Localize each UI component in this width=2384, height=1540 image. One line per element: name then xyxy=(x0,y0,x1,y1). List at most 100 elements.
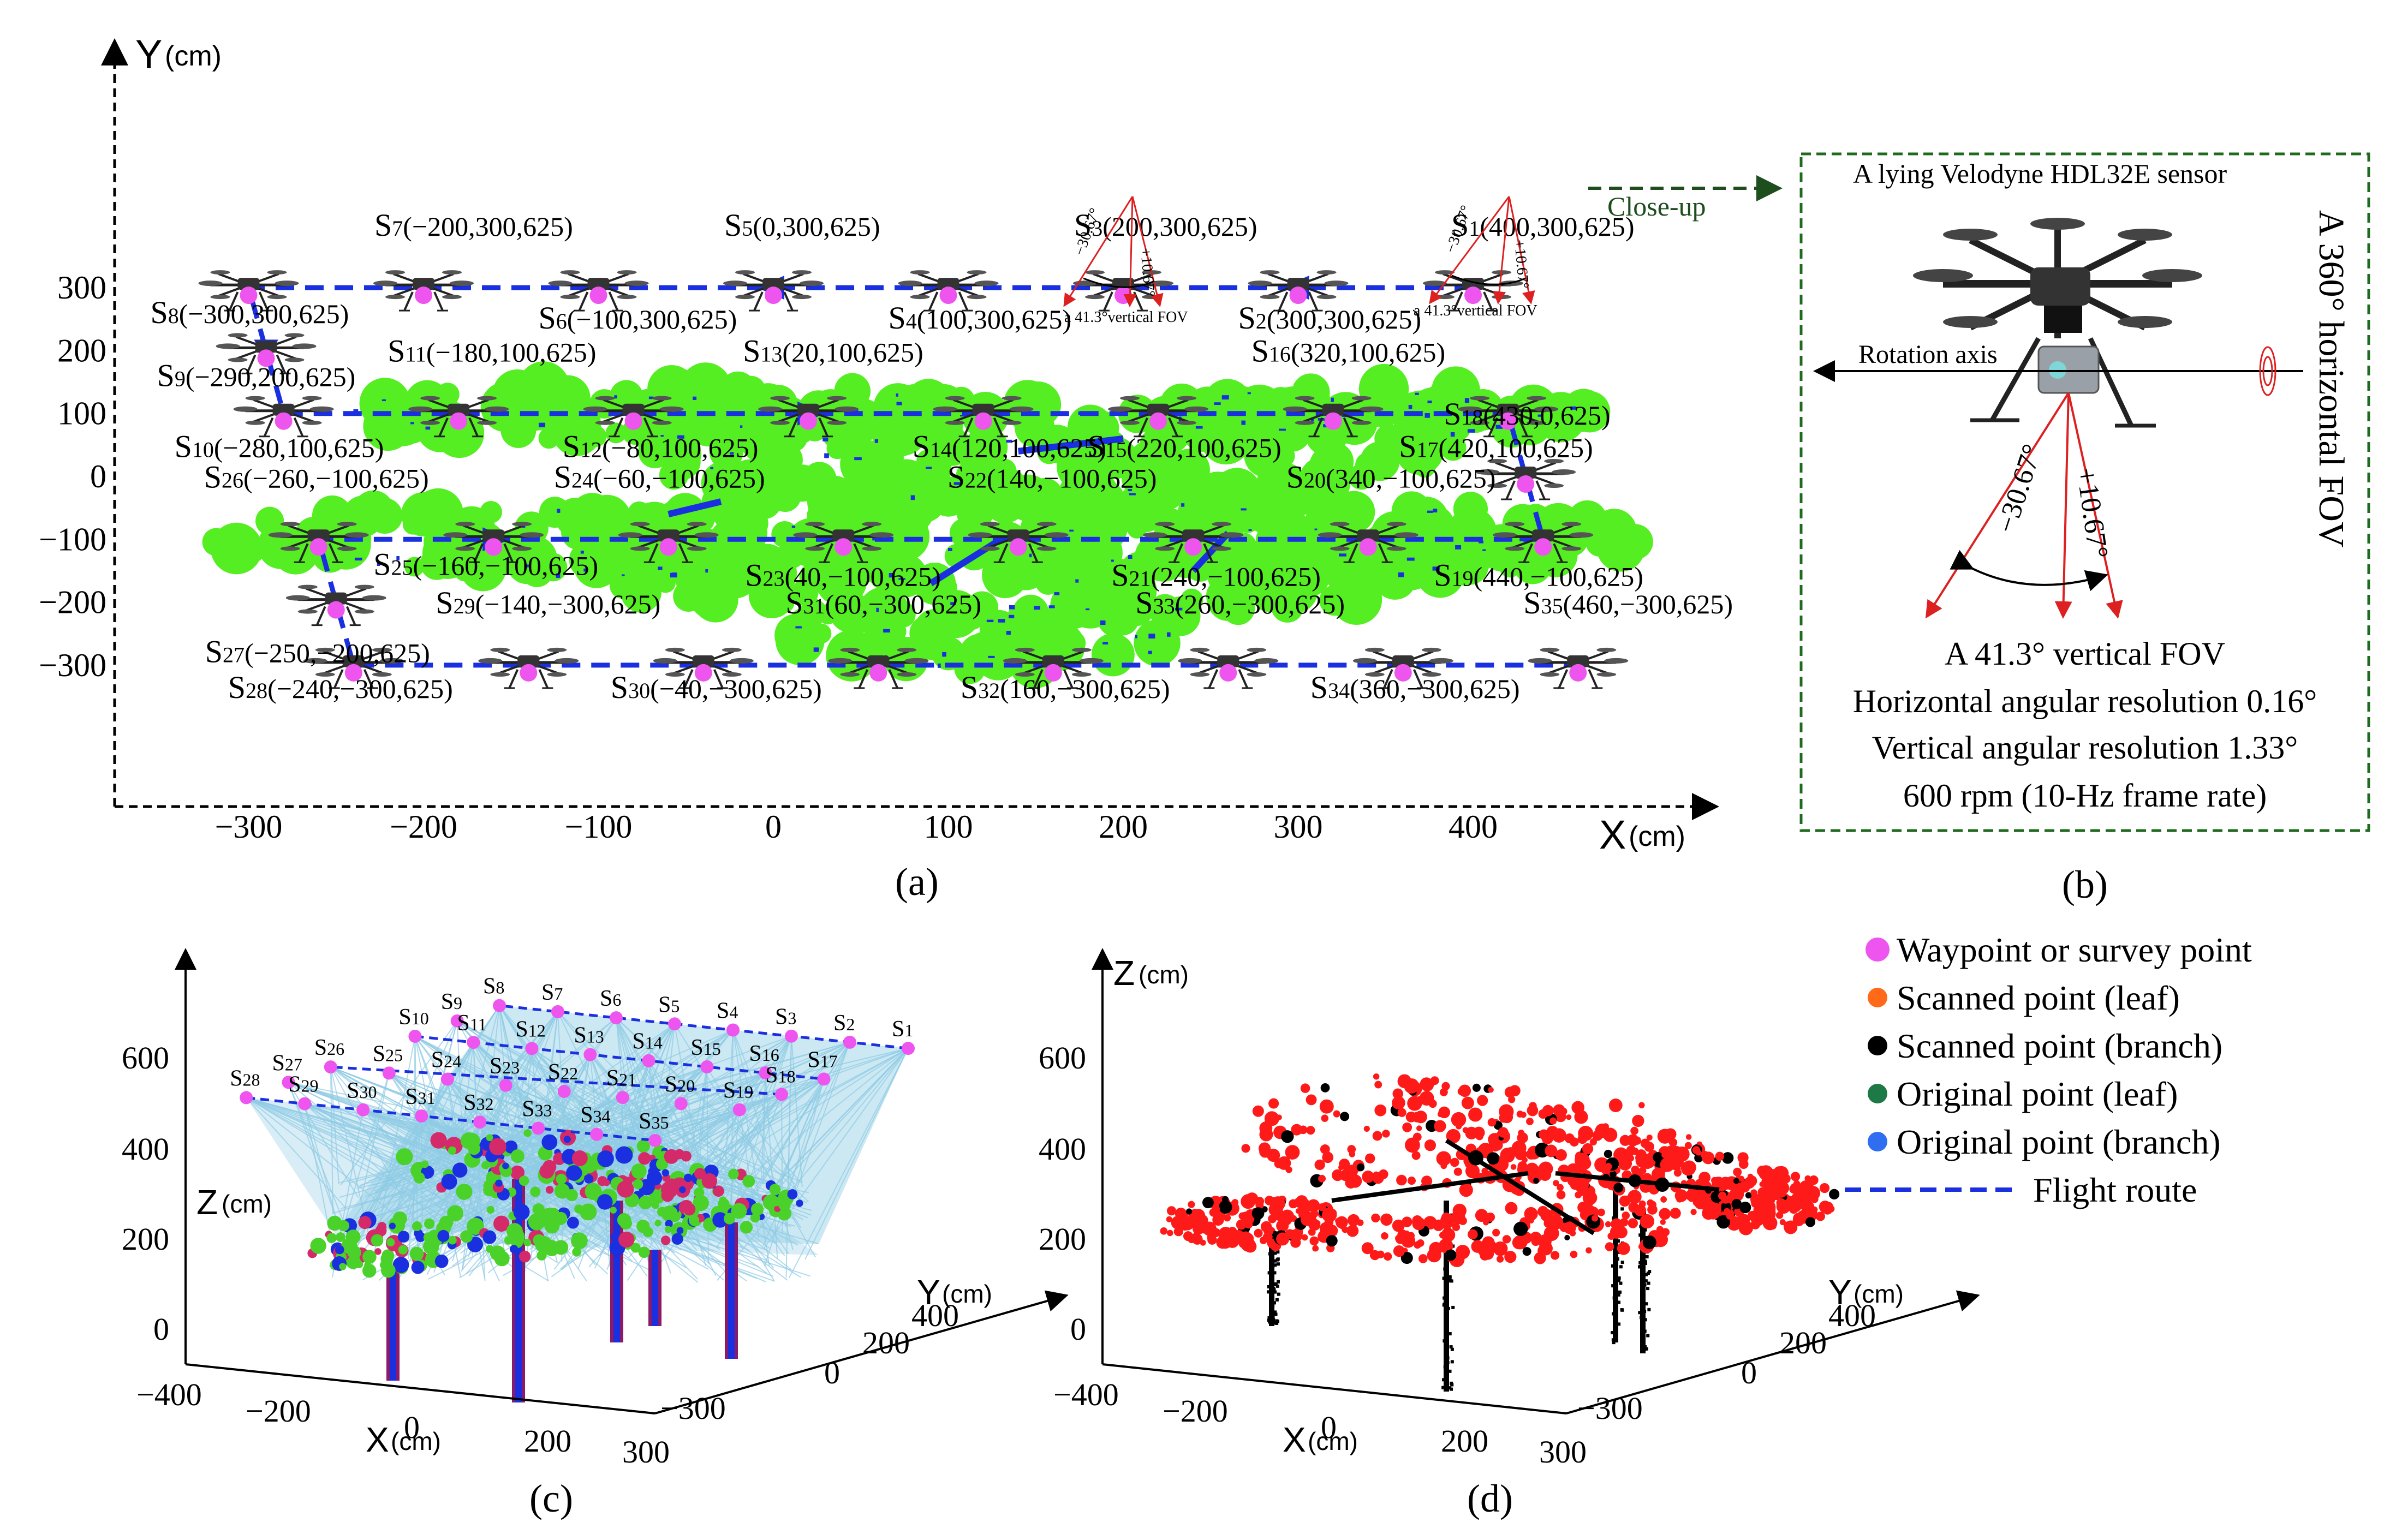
legend: Waypoint or survey point Scanned point (l… xyxy=(1845,930,2252,1209)
tree-point-cloud-c xyxy=(307,1129,803,1402)
y-tick-labels: 300 200 100 0 −100 −200 −300 xyxy=(39,270,106,683)
y-tick: −200 xyxy=(39,584,106,620)
waypoint-label: S32 xyxy=(463,1090,493,1115)
z-tick: 600 xyxy=(122,1040,169,1076)
label-s13: S13(20,100,625) xyxy=(743,333,923,369)
waypoint-s29 xyxy=(298,1097,312,1111)
y-tick: 200 xyxy=(1779,1325,1827,1360)
label-s30: S30(−40,−300,625) xyxy=(611,670,822,705)
label-s3: S3(200,300,625) xyxy=(1074,207,1257,243)
label-s22: S22(140,−100,625) xyxy=(947,459,1157,494)
label-s21: S21(240,−100,625) xyxy=(1111,557,1321,593)
waypoint-s9 xyxy=(450,1014,464,1028)
waypoint-s22 xyxy=(557,1084,571,1098)
x-label-d: X xyxy=(1283,1420,1306,1459)
drone-s27 xyxy=(286,585,386,625)
label-s26: S26(−260,−100,625) xyxy=(204,459,429,494)
z-tick: 400 xyxy=(122,1131,169,1167)
label-s32: S32(160,−300,625) xyxy=(961,670,1170,705)
waypoint-label: S30 xyxy=(347,1078,377,1103)
z-label-c: Z xyxy=(196,1183,218,1222)
waypoint-label: S14 xyxy=(632,1029,662,1054)
waypoint-s30 xyxy=(356,1103,370,1117)
x-tick: 300 xyxy=(1539,1434,1587,1470)
waypoint-label: S8 xyxy=(483,974,504,999)
y-tick: 300 xyxy=(57,270,106,306)
waypoint-s35 xyxy=(648,1133,662,1147)
waypoint-s26 xyxy=(324,1060,337,1074)
drone-s7 xyxy=(373,270,474,311)
waypoint-s7 xyxy=(551,1005,564,1018)
label-s18: S18(430,0,625) xyxy=(1444,396,1611,432)
z-tick: 0 xyxy=(1070,1311,1086,1347)
legend-swatch xyxy=(1868,988,1887,1007)
label-s12: S12(−80,100,625) xyxy=(563,429,759,464)
label-s28: S28(−240,−300,625) xyxy=(228,670,453,705)
legend-swatch xyxy=(1868,1036,1887,1055)
legend-label: Original point (branch) xyxy=(1897,1123,2221,1161)
waypoint-label: S5 xyxy=(658,992,680,1017)
waypoint-label: S10 xyxy=(398,1005,428,1030)
waypoint-s14 xyxy=(642,1054,655,1067)
legend-item: Waypoint or survey point xyxy=(1866,930,2252,969)
waypoint-label: S31 xyxy=(405,1084,435,1109)
caption-d: (d) xyxy=(1467,1477,1513,1520)
y-label-d: Y xyxy=(1828,1273,1852,1312)
v-resolution: Vertical angular resolution 1.33° xyxy=(1872,730,2298,766)
waypoint-s10 xyxy=(408,1029,422,1043)
waypoint-s25 xyxy=(382,1066,396,1080)
caption-c: (c) xyxy=(529,1477,573,1520)
x-tick: −200 xyxy=(390,809,457,845)
waypoint-label: S27 xyxy=(272,1050,302,1076)
x-tick: 100 xyxy=(924,809,973,845)
horizontal-fov: A 360° horizontal FOV xyxy=(2311,210,2351,548)
x-unit-d: (cm) xyxy=(1308,1427,1358,1455)
waypoint-label: S21 xyxy=(606,1066,636,1091)
z-unit-c: (cm) xyxy=(222,1190,272,1218)
z-label-d: Z xyxy=(1113,953,1135,993)
legend-item: Original point (leaf) xyxy=(1868,1075,2178,1113)
waypoint-label: S29 xyxy=(288,1072,318,1097)
waypoint-s12 xyxy=(525,1042,539,1055)
label-s2: S2(300,300,625) xyxy=(1238,300,1422,336)
z-tick: 600 xyxy=(1039,1040,1086,1076)
vertical-fov: A 41.3° vertical FOV xyxy=(1945,636,2225,672)
y-axis-label: Y xyxy=(135,32,162,77)
label-s16: S16(320,100,625) xyxy=(1251,333,1446,369)
y-tick: 400 xyxy=(1828,1298,1876,1333)
y-tick: 200 xyxy=(862,1325,910,1360)
waypoint-label: S2 xyxy=(833,1011,855,1036)
waypoint-label: S34 xyxy=(580,1103,610,1128)
y-axis-unit: (cm) xyxy=(165,40,222,72)
legend-item: Scanned point (leaf) xyxy=(1868,978,2180,1017)
waypoint-s3 xyxy=(785,1029,798,1043)
waypoint-s6 xyxy=(610,1011,623,1025)
legend-label: Flight route xyxy=(2033,1171,2197,1209)
waypoint-s32 xyxy=(473,1115,487,1129)
legend-item: Original point (branch) xyxy=(1868,1123,2221,1161)
svg-text:a 41.3°vertical FOV: a 41.3°vertical FOV xyxy=(1064,309,1188,326)
drone-s29 xyxy=(478,648,579,688)
waypoint-label: S13 xyxy=(574,1023,604,1048)
rpm: 600 rpm (10-Hz frame rate) xyxy=(1903,778,2267,814)
waypoint-s19 xyxy=(732,1103,746,1117)
waypoint-label: S28 xyxy=(230,1066,260,1091)
waypoint-s8 xyxy=(493,999,506,1012)
x-tick: 300 xyxy=(1274,809,1323,845)
label-s8: S8(−300,300,625) xyxy=(151,295,349,330)
label-s23: S23(40,−100,625) xyxy=(745,557,941,593)
waypoint-label: S4 xyxy=(717,999,738,1024)
drone-closeup xyxy=(1913,218,2202,428)
x-tick: 200 xyxy=(1099,809,1148,845)
legend-swatch xyxy=(1868,1132,1887,1151)
z-tick: 0 xyxy=(153,1311,169,1347)
waypoint-labels: S1(400,300,625)S2(300,300,625)S3(200,300… xyxy=(151,207,1733,705)
y-tick: 400 xyxy=(911,1298,959,1333)
panel-b: A lying Velodyne HDL32E sensor A 360° ho… xyxy=(1799,152,2370,906)
waypoint-s16 xyxy=(759,1066,772,1080)
waypoint-label: S12 xyxy=(515,1017,545,1042)
label-s27: S27(−250,−200,625) xyxy=(205,634,430,670)
waypoint-label: S9 xyxy=(441,989,462,1014)
